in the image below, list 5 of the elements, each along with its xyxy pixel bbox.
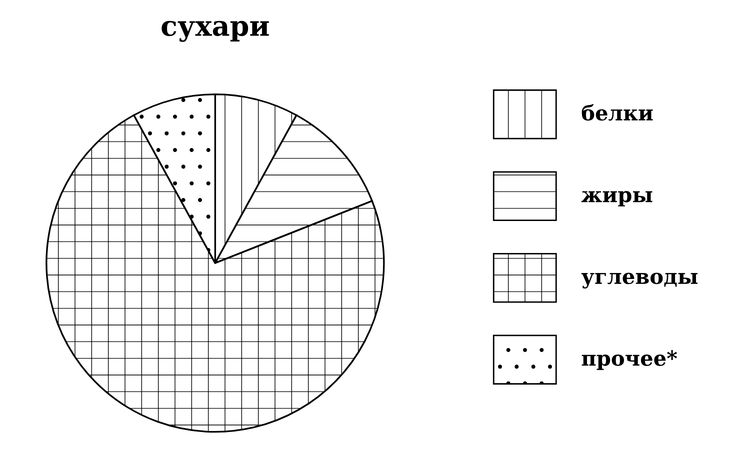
legend-label: углеводы bbox=[581, 272, 698, 289]
legend-label: жиры bbox=[581, 190, 652, 206]
chart-title: сухари bbox=[162, 20, 269, 42]
legend-label: прочее* bbox=[582, 350, 678, 370]
legend-label: белки bbox=[582, 104, 653, 121]
